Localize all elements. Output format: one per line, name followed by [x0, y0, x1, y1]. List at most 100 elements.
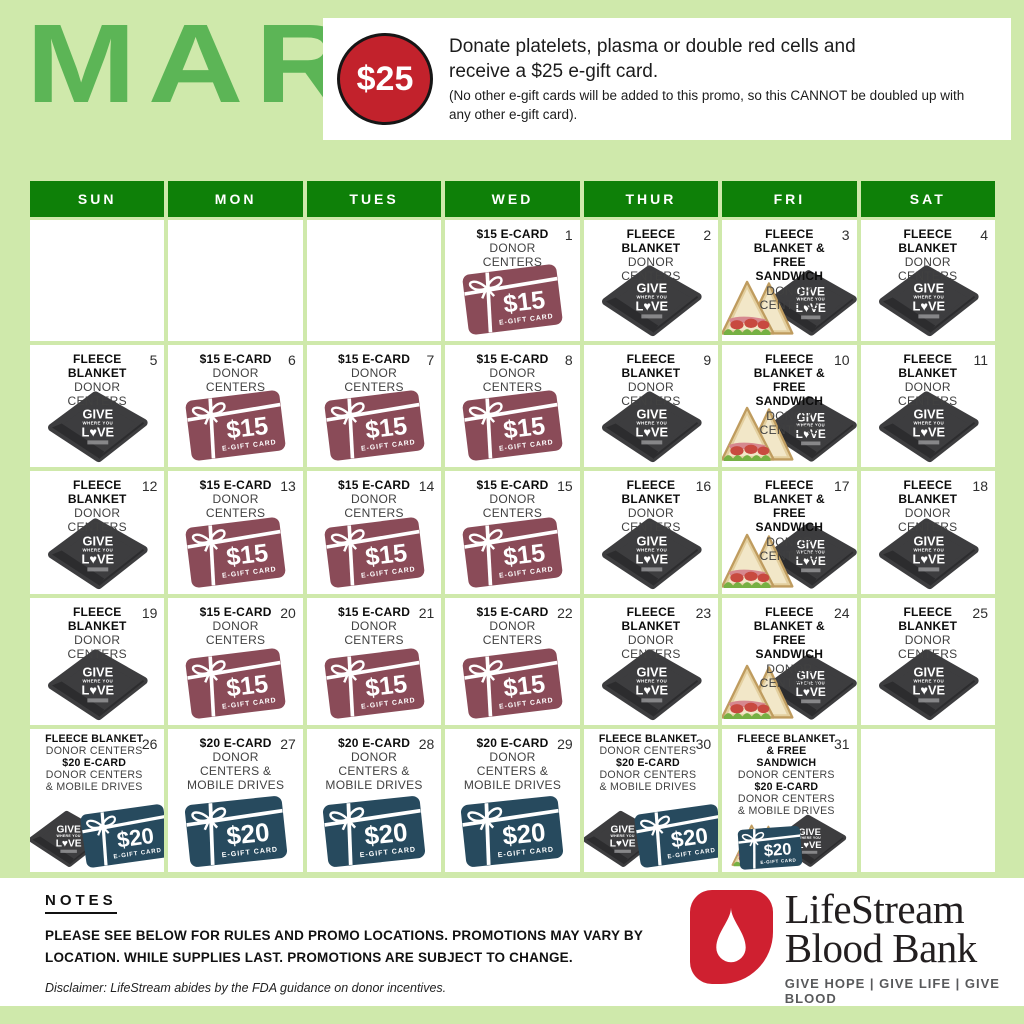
calendar-grid: 1 $15 E-CARD DONOR CENTERS $15 E-GIFT CA… — [30, 220, 995, 872]
calendar-day-cell: 20 $15 E-CARD DONOR CENTERS $15 E-GIFT C… — [168, 598, 303, 725]
promo-location: DONOR CENTERS — [621, 255, 681, 284]
calendar-day-cell: 8 $15 E-CARD DONOR CENTERS $15 E-GIFT CA… — [445, 345, 580, 467]
day-number: 2 — [703, 227, 712, 243]
svg-text:L♥VE: L♥VE — [82, 682, 115, 697]
weekday-header-mon: MON — [168, 181, 303, 217]
calendar-day-cell: 25 FLEECE BLANKET DONOR CENTERS GIVE WHE… — [860, 598, 995, 725]
promo-location: DONOR CENTERS — [759, 408, 820, 437]
promo-location: DONOR CENTERS — [737, 768, 835, 781]
calendar-day-cell: 11 FLEECE BLANKET DONOR CENTERS GIVE WHE… — [860, 345, 995, 467]
calendar-day-cell: 3 FLEECE BLANKET & FREE SANDWICH DONOR C… — [722, 220, 857, 341]
empty-day-cell — [860, 729, 995, 872]
fleece-blanket-image: GIVE WHERE YOU L♥VE — [761, 521, 857, 591]
day-number: 9 — [703, 352, 712, 368]
day-text-block: FLEECE BLANKET & FREE SANDWICH DONOR CEN… — [722, 345, 856, 437]
weekday-header-thur: THUR — [583, 181, 719, 217]
day-artwork: GIVE WHERE YOU L♥VE — [861, 516, 995, 591]
svg-text:GIVE: GIVE — [636, 664, 667, 679]
svg-text:WHERE YOU: WHERE YOU — [83, 678, 114, 683]
fleece-blanket-image: GIVE WHERE YOU L♥VE — [598, 263, 704, 338]
day-number: 10 — [833, 352, 850, 368]
svg-text:WHERE YOU: WHERE YOU — [797, 423, 825, 428]
promo-location: DONOR CENTERS — [482, 366, 543, 395]
svg-text:WHERE YOU: WHERE YOU — [57, 834, 81, 838]
promo-item-title: FLEECE BLANKET — [45, 733, 144, 745]
day-text-block: $20 E-CARD DONOR CENTERS & MOBILE DRIVES — [445, 729, 579, 793]
day-artwork: GIVE WHERE YOU L♥VE $20 E-GIFT CARD — [30, 804, 165, 869]
day-number: 23 — [695, 605, 712, 621]
gift-card-image: $20 E-GIFT CARD — [321, 794, 427, 869]
day-number: 14 — [418, 478, 435, 494]
promo-item-title: $15 E-CARD — [476, 478, 549, 492]
day-number: 12 — [141, 478, 158, 494]
lifestream-logo: LifeStream Blood Bank GIVE HOPE | GIVE L… — [690, 889, 1024, 1006]
promo-location: DONOR CENTERS — [621, 380, 681, 409]
svg-text:L♥VE: L♥VE — [635, 424, 668, 439]
day-number: 31 — [833, 736, 850, 752]
promo-item-title: FLEECE BLANKET & FREE SANDWICH — [737, 733, 836, 769]
day-number: 6 — [288, 352, 296, 368]
day-artwork: GIVE WHERE YOU L♥VE — [861, 389, 995, 464]
sandwich-image — [722, 397, 797, 464]
day-artwork: $20 E-GIFT CARD — [168, 796, 302, 869]
promo-item-title-2: $20 E-CARD — [62, 756, 127, 769]
calendar-day-cell: 2 FLEECE BLANKET DONOR CENTERS GIVE WHER… — [583, 220, 719, 341]
day-text-block: $15 E-CARD DONOR CENTERS — [445, 220, 579, 269]
day-text-block: FLEECE BLANKET DONOR CENTERS — [861, 471, 995, 535]
fleece-blanket-image: GIVE WHERE YOU L♥VE — [761, 394, 857, 464]
day-artwork: $15 E-GIFT CARD — [168, 390, 302, 464]
promo-location: DONOR CENTERS — [344, 366, 404, 395]
day-text-block: $15 E-CARD DONOR CENTERS — [168, 471, 302, 520]
calendar-day-cell: 5 FLEECE BLANKET DONOR CENTERS GIVE WHER… — [30, 345, 165, 467]
svg-text:$15: $15 — [363, 670, 408, 703]
calendar-day-cell: 26 FLEECE BLANKET DONOR CENTERS $20 E-CAR… — [30, 729, 165, 872]
svg-text:WHERE YOU: WHERE YOU — [636, 547, 667, 552]
svg-text:$15: $15 — [363, 412, 408, 445]
day-text-block: $15 E-CARD DONOR CENTERS — [445, 345, 579, 394]
promo-item-title: $15 E-CARD — [199, 478, 272, 492]
day-text-block: FLEECE BLANKET & FREE SANDWICH DONOR CEN… — [722, 729, 856, 818]
fleece-blanket-image: GIVE WHERE YOU L♥VE — [44, 389, 150, 464]
day-artwork: GIVE WHERE YOU L♥VE — [584, 516, 718, 591]
svg-text:E-GIFT CARD: E-GIFT CARD — [760, 858, 796, 866]
svg-text:WHERE YOU: WHERE YOU — [913, 294, 944, 299]
empty-day-cell — [30, 220, 165, 341]
gift-card-image: $15 E-GIFT CARD — [184, 388, 288, 462]
day-text-block: FLEECE BLANKET DONOR CENTERS $20 E-CARD D… — [584, 729, 718, 794]
promo-location: DONOR CENTERS & MOBILE DRIVES — [463, 750, 562, 793]
day-artwork: GIVE WHERE YOU L♥VE — [584, 389, 718, 464]
day-number: 27 — [280, 736, 296, 752]
calendar-day-cell: 15 $15 E-CARD DONOR CENTERS $15 E-GIFT C… — [445, 471, 580, 594]
promo-item-title: FLEECE BLANKET — [898, 478, 958, 507]
calendar-day-cell: 28 $20 E-CARD DONOR CENTERS & MOBILE DRI… — [306, 729, 442, 872]
svg-text:GIVE: GIVE — [83, 664, 114, 679]
day-artwork: GIVE WHERE YOU L♥VE — [722, 652, 857, 722]
svg-text:WHERE YOU: WHERE YOU — [636, 678, 667, 683]
svg-text:L♥VE: L♥VE — [796, 554, 826, 568]
svg-text:WHERE YOU: WHERE YOU — [636, 294, 667, 299]
day-text-block: FLEECE BLANKET DONOR CENTERS — [584, 220, 718, 284]
svg-text:GIVE: GIVE — [799, 827, 822, 838]
day-text-block: FLEECE BLANKET DONOR CENTERS — [861, 220, 995, 284]
promo-fine-print: (No other e-gift cards will be added to … — [449, 87, 965, 122]
promo-location: DONOR CENTERS — [482, 241, 543, 270]
calendar-day-cell: 19 FLEECE BLANKET DONOR CENTERS GIVE WHE… — [30, 598, 165, 725]
fleece-blanket-image: GIVE WHERE YOU L♥VE — [875, 516, 981, 591]
promo-location: DONOR CENTERS — [898, 380, 958, 409]
svg-text:GIVE: GIVE — [636, 533, 667, 548]
month-label: MAR — [26, 1, 363, 126]
day-text-block: FLEECE BLANKET & FREE SANDWICH DONOR CEN… — [722, 471, 856, 563]
logo-text-block: LifeStream Blood Bank GIVE HOPE | GIVE L… — [785, 889, 1024, 1006]
day-number: 5 — [149, 352, 158, 368]
promo-item-title: FLEECE BLANKET & FREE SANDWICH — [753, 227, 825, 284]
calendar-day-cell: 23 FLEECE BLANKET DONOR CENTERS GIVE WHE… — [583, 598, 719, 725]
svg-text:$15: $15 — [502, 539, 547, 572]
gift-card-image: $15 E-GIFT CARD — [322, 646, 426, 720]
svg-text:L♥VE: L♥VE — [796, 301, 826, 315]
day-number: 16 — [695, 478, 712, 494]
day-artwork: GIVE WHERE YOU L♥VE — [30, 389, 164, 464]
calendar-day-cell: 21 $15 E-CARD DONOR CENTERS $15 E-GIFT C… — [306, 598, 442, 725]
promo-location: DONOR CENTERS — [205, 366, 266, 395]
day-number: 17 — [833, 478, 850, 494]
calendar-day-cell: 14 $15 E-CARD DONOR CENTERS $15 E-GIFT C… — [306, 471, 442, 594]
